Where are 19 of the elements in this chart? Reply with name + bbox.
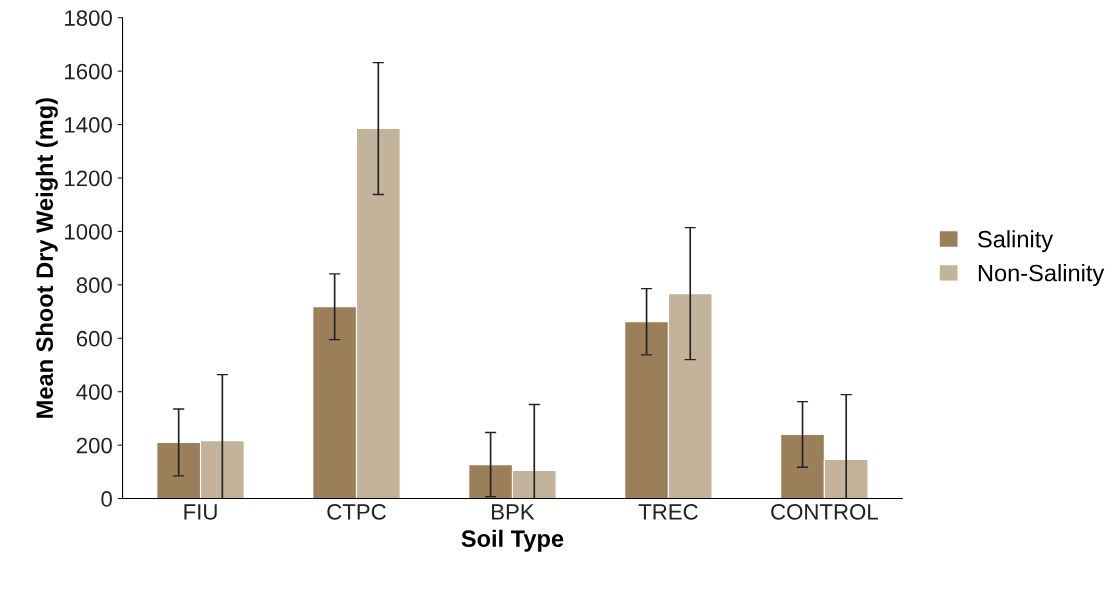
x-tick-label: FIU xyxy=(184,504,217,520)
x-axis-title: Soil Type xyxy=(461,529,564,552)
legend-label: Non-Salinity xyxy=(978,264,1105,287)
y-tick-label: 800 xyxy=(76,277,112,294)
x-tick-label: BPK xyxy=(492,504,535,520)
x-tick-label: CONTROL xyxy=(771,504,878,520)
y-tick-label: 1400 xyxy=(65,117,112,133)
y-tick-label: 1200 xyxy=(65,170,112,187)
y-axis-title: Mean Shoot Dry Weight (mg) xyxy=(35,98,58,418)
x-tick-label: TREC xyxy=(638,504,698,520)
y-tick-label: 0 xyxy=(101,491,112,507)
x-tick-label: CTPC xyxy=(327,504,386,520)
y-tick-label: 400 xyxy=(76,384,112,400)
y-tick-label: 600 xyxy=(76,330,112,347)
y-tick-label: 1600 xyxy=(65,63,112,80)
y-tick-label: 200 xyxy=(76,437,112,454)
y-tick-label: 1000 xyxy=(65,223,112,240)
y-tick-label: 1800 xyxy=(65,10,112,26)
legend-label: Salinity xyxy=(978,230,1054,253)
